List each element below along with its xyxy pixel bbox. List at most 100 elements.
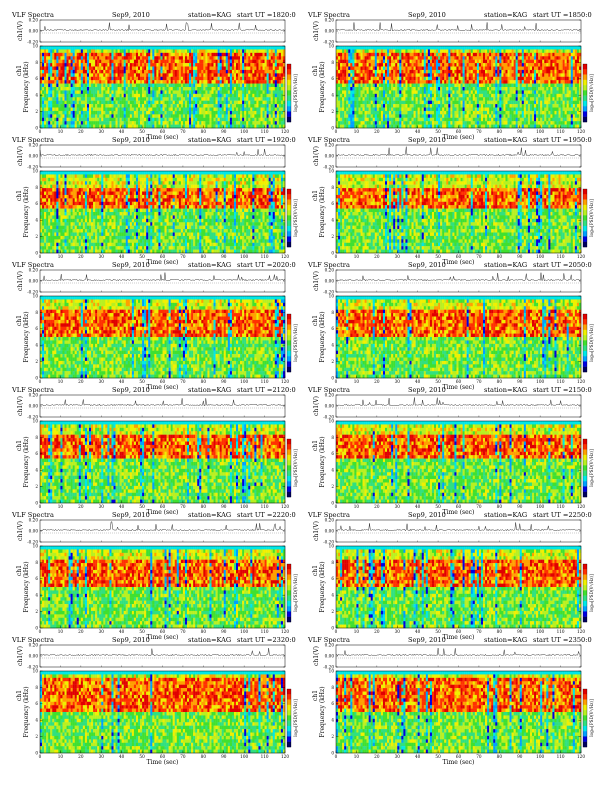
time-tick-label: 40 (415, 254, 421, 259)
freq-axis-label: Frequency (kHz) (319, 686, 326, 737)
freq-tick-label: 0 (331, 250, 334, 255)
time-tick-label: 0 (39, 754, 42, 759)
time-tick-label: 40 (119, 379, 125, 384)
time-tick-label: 50 (139, 754, 145, 759)
time-tick-label: 20 (78, 629, 84, 634)
time-tick-label: 80 (497, 754, 503, 759)
panel-title: VLF Spectra (11, 136, 54, 144)
signal-tick-label: 0.00 (325, 278, 335, 283)
spectrogram (336, 671, 582, 754)
time-axis-label: Time (sec) (443, 259, 475, 266)
time-tick-label: 70 (476, 754, 482, 759)
channel-label: ch1 (312, 440, 319, 451)
time-tick-label: 120 (281, 754, 289, 759)
panel-start-time: start UT =1920:0 (237, 136, 296, 144)
time-tick-label: 60 (160, 629, 166, 634)
time-axis-label: Time (sec) (147, 634, 179, 641)
time-tick-label: 0 (39, 254, 42, 259)
freq-tick-label: 10 (329, 418, 335, 423)
time-tick-label: 70 (180, 379, 186, 384)
time-tick-label: 30 (395, 629, 401, 634)
signal-tick-label: 0.00 (325, 28, 335, 33)
colorbar (582, 63, 588, 123)
spectrogram (336, 46, 582, 129)
signal-tick-label: 0.20 (325, 267, 335, 272)
colorbar (286, 188, 292, 248)
signal-axis-label: ch1(V) (313, 521, 320, 541)
time-tick-label: 10 (58, 254, 64, 259)
time-tick-label: 70 (180, 629, 186, 634)
panel-title: VLF Spectra (11, 11, 54, 19)
freq-tick-label: 2 (35, 734, 38, 739)
channel-label: ch1 (312, 65, 319, 76)
signal-frame (39, 519, 286, 543)
time-axis-label: Time (sec) (443, 634, 475, 641)
time-tick-label: 0 (39, 129, 42, 134)
time-tick-label: 110 (261, 629, 269, 634)
panel-station: station=KAG (188, 636, 231, 644)
signal-tick-label: 0.20 (29, 267, 39, 272)
colorbar-label: log₁₀[PSD(V²/Hz)] (589, 574, 594, 612)
spectrogram (40, 171, 286, 254)
signal-tick-label: 0.20 (325, 17, 335, 22)
freq-tick-label: 6 (331, 576, 334, 581)
freq-tick-label: 2 (35, 359, 38, 364)
panel-station: station=KAG (484, 386, 527, 394)
time-tick-label: 50 (435, 379, 441, 384)
time-tick-label: 40 (415, 629, 421, 634)
signal-axis-label: ch1(V) (17, 396, 24, 416)
time-tick-label: 40 (119, 754, 125, 759)
time-tick-label: 100 (536, 504, 544, 509)
spectra-panel: VLF Spectra Sep9, 2010 station=KAG start UT… (11, 636, 298, 766)
time-tick-label: 80 (201, 504, 207, 509)
time-tick-label: 120 (577, 754, 585, 759)
spectrogram (336, 171, 582, 254)
time-tick-label: 10 (354, 754, 360, 759)
freq-tick-label: 4 (331, 468, 334, 473)
freq-tick-label: 0 (35, 375, 38, 380)
time-tick-label: 90 (221, 254, 227, 259)
panel-date: Sep9, 2010 (408, 386, 446, 394)
freq-tick-label: 4 (331, 93, 334, 98)
time-tick-label: 110 (557, 379, 565, 384)
time-tick-label: 40 (415, 379, 421, 384)
panel-start-time: start UT =2050:0 (533, 261, 592, 269)
freq-tick-label: 6 (35, 576, 38, 581)
freq-tick-label: 6 (331, 326, 334, 331)
time-tick-label: 120 (577, 254, 585, 259)
freq-tick-label: 10 (33, 293, 39, 298)
time-tick-label: 50 (139, 504, 145, 509)
spectra-panel: VLF Spectra Sep9, 2010 station=KAG start UT… (307, 136, 594, 266)
panel-date: Sep9, 2010 (408, 11, 446, 19)
signal-frame (335, 19, 582, 43)
freq-tick-label: 6 (331, 76, 334, 81)
time-tick-label: 80 (201, 254, 207, 259)
signal-tick-label: -0.20 (27, 414, 38, 419)
spectra-panel: VLF Spectra Sep9, 2010 station=KAG start UT… (11, 136, 298, 266)
freq-tick-label: 0 (35, 750, 38, 755)
freq-tick-label: 10 (33, 668, 39, 673)
time-tick-label: 100 (536, 629, 544, 634)
time-tick-label: 80 (497, 379, 503, 384)
freq-tick-label: 2 (35, 609, 38, 614)
time-tick-label: 90 (517, 504, 523, 509)
panel-start-time: start UT =1950:0 (533, 136, 592, 144)
signal-trace (335, 272, 582, 282)
spectra-panel: VLF Spectra Sep9, 2010 station=KAG start UT… (11, 386, 298, 516)
time-tick-label: 20 (78, 254, 84, 259)
channel-label: ch1 (16, 315, 23, 326)
time-tick-label: 110 (261, 754, 269, 759)
time-tick-label: 20 (78, 129, 84, 134)
time-tick-label: 20 (78, 504, 84, 509)
channel-label: ch1 (16, 190, 23, 201)
freq-axis-label: Frequency (kHz) (23, 436, 30, 487)
spectra-panel: VLF Spectra Sep9, 2010 station=KAG start UT… (307, 636, 594, 766)
colorbar-label: log₁₀[PSD(V²/Hz)] (589, 699, 594, 737)
panel-station: station=KAG (484, 511, 527, 519)
signal-tick-label: -0.20 (27, 539, 38, 544)
freq-tick-label: 6 (331, 701, 334, 706)
colorbar (582, 438, 588, 498)
time-tick-label: 100 (240, 379, 248, 384)
signal-axis-label: ch1(V) (313, 396, 320, 416)
time-tick-label: 120 (281, 629, 289, 634)
